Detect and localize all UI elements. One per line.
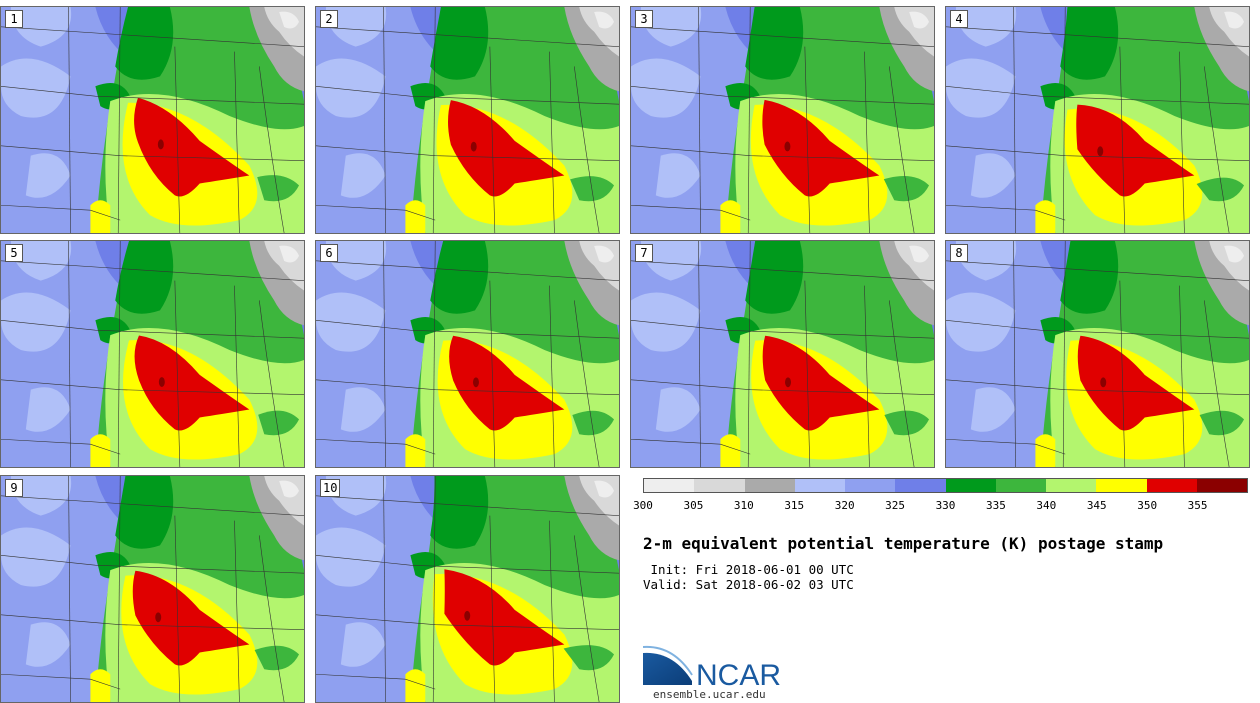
- ensemble-member-panel-4: 4: [945, 6, 1250, 234]
- colorbar-segment: [895, 479, 946, 492]
- colorbar-tick-label: 320: [834, 499, 855, 512]
- member-label: 5: [5, 244, 23, 262]
- equivalent-potential-temperature-map: [946, 241, 1249, 467]
- ensemble-member-panel-3: 3: [630, 6, 935, 234]
- equivalent-potential-temperature-map: [946, 7, 1249, 233]
- colorbar-segment: [694, 479, 745, 492]
- colorbar-tick-label: 350: [1137, 499, 1158, 512]
- colorbar-tick-label: 330: [935, 499, 956, 512]
- ncar-logo: NCAR: [643, 645, 781, 692]
- member-label: 9: [5, 479, 23, 497]
- member-label: 2: [320, 10, 338, 28]
- logo-text: NCAR: [696, 659, 781, 692]
- colorbar-tick-label: 305: [683, 499, 704, 512]
- member-label: 8: [950, 244, 968, 262]
- ensemble-member-panel-2: 2: [315, 6, 620, 234]
- equivalent-potential-temperature-map: [316, 7, 619, 233]
- equivalent-potential-temperature-map: [631, 241, 934, 467]
- init-time: Init: Fri 2018-06-01 00 UTC: [643, 562, 854, 577]
- ensemble-member-panel-6: 6: [315, 240, 620, 468]
- member-label: 10: [320, 479, 341, 497]
- ensemble-member-panel-5: 5: [0, 240, 305, 468]
- equivalent-potential-temperature-map: [316, 241, 619, 467]
- equivalent-potential-temperature-map: [631, 7, 934, 233]
- colorbar-segment: [1196, 479, 1247, 492]
- colorbar-segment: [744, 479, 795, 492]
- chart-title: 2-m equivalent potential temperature (K)…: [643, 534, 1164, 553]
- equivalent-potential-temperature-map: [1, 241, 304, 467]
- colorbar-tick-label: 310: [733, 499, 754, 512]
- ensemble-member-panel-9: 9: [0, 475, 305, 703]
- member-label: 1: [5, 10, 23, 28]
- ensemble-member-panel-8: 8: [945, 240, 1250, 468]
- colorbar-segment: [1096, 479, 1147, 492]
- colorbar-tick-label: 315: [784, 499, 805, 512]
- colorbar-segment: [995, 479, 1046, 492]
- member-label: 4: [950, 10, 968, 28]
- colorbar-segment: [644, 479, 695, 492]
- valid-time: Valid: Sat 2018-06-02 03 UTC: [643, 577, 854, 592]
- colorbar-segment: [794, 479, 845, 492]
- logo-url: ensemble.ucar.edu: [653, 688, 766, 701]
- colorbar-segment: [1146, 479, 1197, 492]
- member-label: 6: [320, 244, 338, 262]
- equivalent-potential-temperature-map: [1, 476, 304, 702]
- colorbar-tick-label: 340: [1036, 499, 1057, 512]
- member-label: 7: [635, 244, 653, 262]
- colorbar-tick-label: 335: [985, 499, 1006, 512]
- colorbar-tick-label: 300: [633, 499, 653, 512]
- equivalent-potential-temperature-map: [316, 476, 619, 702]
- colorbar: [643, 478, 1248, 493]
- member-label: 3: [635, 10, 653, 28]
- colorbar-segment: [945, 479, 996, 492]
- ensemble-member-panel-1: 1: [0, 6, 305, 234]
- colorbar-tick-label: 355: [1187, 499, 1208, 512]
- colorbar-segment: [845, 479, 896, 492]
- ensemble-member-panel-10: 10: [315, 475, 620, 703]
- equivalent-potential-temperature-map: [1, 7, 304, 233]
- colorbar-tick-label: 345: [1086, 499, 1107, 512]
- colorbar-segment: [1046, 479, 1097, 492]
- colorbar-tick-label: 325: [885, 499, 906, 512]
- ensemble-member-panel-7: 7: [630, 240, 935, 468]
